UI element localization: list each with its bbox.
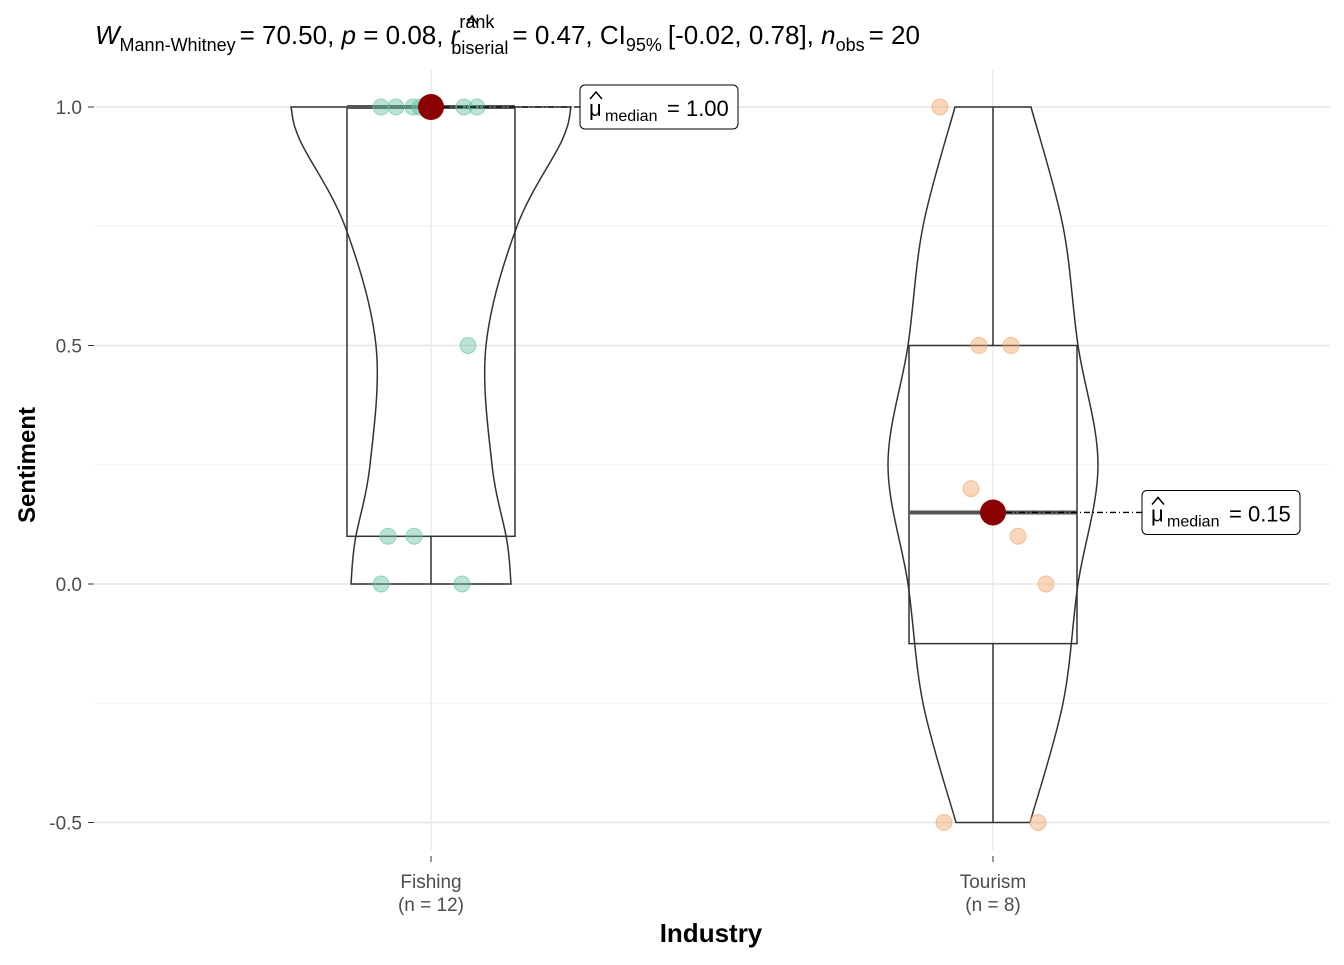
box-tourism: [908, 344, 1078, 645]
x-tick-label: Tourism: [960, 872, 1027, 893]
y-tick-label: 1.0: [56, 98, 82, 119]
median-label-symbol: μ: [1151, 501, 1164, 526]
data-point-fishing: [372, 575, 390, 593]
data-point-fishing: [372, 98, 390, 116]
hat-icon: [466, 14, 478, 25]
chart-title: WMann-Whitney = 70.50, p = 0.08, rrank bis…: [95, 12, 920, 58]
data-point-tourism: [931, 98, 949, 116]
x-tick-n-label: (n = 8): [965, 895, 1020, 916]
median-label-box: [1141, 489, 1301, 535]
data-point-tourism: [1029, 814, 1047, 831]
grid: [95, 70, 1330, 850]
hat-icon: [589, 90, 603, 100]
hat-icon: [1151, 496, 1165, 505]
medians: μ median = 1.00μ median = 0.15: [418, 84, 1301, 535]
data-point-tourism: [1037, 575, 1055, 593]
y-tick-label: 0.5: [56, 337, 82, 358]
data-point-fishing: [459, 337, 477, 354]
data-point-fishing: [387, 98, 405, 116]
median-label-sub: median: [1167, 513, 1219, 530]
y-tick-label: 0.0: [56, 575, 82, 596]
data-point-fishing: [379, 527, 397, 545]
x-tick-label: Fishing: [400, 872, 461, 893]
median-label-box: [579, 84, 739, 130]
median-label-value: = 0.15: [1229, 501, 1291, 526]
points: [372, 98, 1055, 831]
data-point-fishing: [453, 575, 471, 593]
median-point: [980, 499, 1006, 526]
y-axis: 1.0 0.5 0.0 -0.5: [49, 98, 94, 835]
median-label-sub: median: [605, 108, 657, 125]
y-axis-title: Sentiment: [14, 407, 41, 523]
median-label-symbol: μ: [589, 96, 602, 121]
x-axis-title: Industry: [660, 918, 763, 948]
median-label-value: = 1.00: [667, 96, 729, 121]
x-axis: Fishing(n = 12) Tourism(n = 8): [398, 856, 1026, 916]
data-point-fishing: [405, 527, 423, 545]
data-point-tourism: [1009, 527, 1027, 545]
data-point-tourism: [935, 814, 953, 831]
data-point-tourism: [970, 337, 988, 354]
median-point: [418, 94, 444, 120]
data-point-tourism: [962, 480, 980, 498]
data-point-tourism: [1002, 337, 1020, 354]
x-tick-n-label: (n = 12): [398, 895, 464, 916]
y-tick-label: -0.5: [49, 814, 82, 835]
